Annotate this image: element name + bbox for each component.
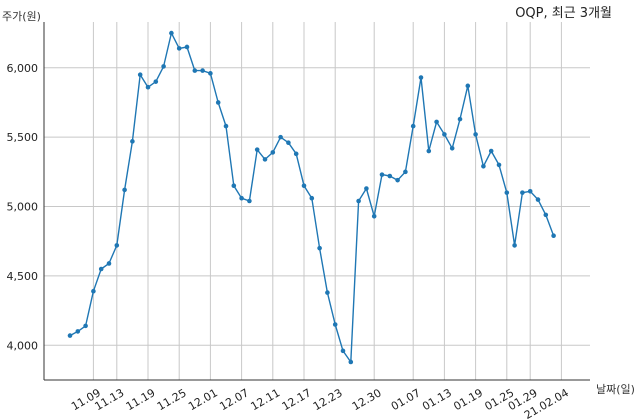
data-point (512, 243, 517, 248)
y-tick-labels: 4,000 4,500 5,000 5,500 6,000 (7, 62, 39, 353)
data-point (442, 132, 447, 137)
x-tick-label: 12.23 (311, 386, 345, 413)
data-point (215, 100, 221, 105)
data-point (286, 140, 291, 146)
data-point (122, 187, 127, 193)
data-point (200, 68, 205, 73)
x-tick-labels: 11.0911.1311.1911.2512.0112.0712.1112.17… (69, 386, 571, 419)
x-tick-label: 11.25 (155, 386, 189, 413)
y-tick-label: 6,000 (7, 62, 39, 75)
x-tick-label: 01.13 (420, 386, 454, 413)
data-point (395, 177, 400, 183)
data-point (114, 243, 120, 248)
y-tick-label: 4,500 (7, 270, 39, 283)
data-point (434, 119, 439, 125)
data-point (75, 329, 81, 334)
gridlines (44, 22, 590, 380)
data-point (231, 183, 237, 189)
data-point (270, 150, 276, 155)
data-point (106, 261, 112, 266)
data-point (208, 71, 213, 76)
chart-title: OQP, 최근 3개월 (515, 6, 612, 21)
data-point (278, 134, 283, 140)
data-point (496, 162, 502, 168)
data-point (543, 212, 549, 218)
x-tick-label: 12.11 (249, 386, 283, 413)
data-point (137, 72, 143, 78)
data-point (504, 190, 510, 195)
data-point (153, 79, 159, 84)
data-point (364, 186, 369, 191)
data-point (379, 172, 385, 177)
data-point (488, 148, 494, 154)
data-point (465, 83, 471, 89)
data-point (481, 164, 486, 169)
series-line (67, 30, 556, 365)
data-point (169, 30, 174, 36)
y-tick-label: 5,500 (7, 131, 39, 144)
data-point (317, 245, 322, 251)
data-point (332, 322, 338, 327)
data-point (418, 75, 424, 80)
data-point (535, 197, 541, 202)
data-point (301, 183, 307, 189)
data-point (67, 333, 73, 338)
data-point (176, 46, 182, 51)
x-tick-label: 11.19 (124, 386, 158, 413)
y-tick-label: 4,000 (7, 339, 39, 352)
x-tick-label: 12.17 (280, 386, 314, 413)
data-point (371, 213, 377, 219)
data-point (130, 139, 135, 144)
data-point (340, 348, 346, 354)
data-point (426, 148, 432, 154)
data-point (309, 195, 315, 201)
data-point (551, 233, 556, 238)
data-point (457, 116, 463, 122)
data-point (247, 198, 252, 204)
data-point (192, 68, 198, 73)
x-tick-label: 01.07 (389, 386, 423, 413)
data-point (410, 123, 416, 129)
data-point (91, 288, 96, 294)
y-axis-title: 주가(원) (2, 10, 41, 23)
data-point (145, 84, 151, 90)
data-point (473, 132, 478, 137)
data-point (527, 188, 533, 194)
data-point (161, 64, 166, 69)
data-point (325, 290, 330, 295)
axes (43, 22, 590, 381)
data-point (184, 44, 190, 50)
data-point (262, 157, 268, 162)
data-point (403, 169, 408, 175)
data-point (98, 266, 104, 272)
data-point (356, 198, 361, 204)
x-axis-title: 날짜(일) (596, 382, 635, 396)
data-point (254, 147, 260, 152)
data-point (223, 123, 229, 129)
x-tick-label: 12.07 (217, 386, 251, 413)
y-tick-label: 5,000 (7, 201, 39, 214)
data-point (293, 151, 299, 157)
data-point (83, 323, 88, 329)
data-point (348, 359, 354, 365)
data-point (239, 195, 244, 201)
data-point (520, 190, 525, 195)
x-tick-label: 01.19 (451, 386, 485, 413)
x-tick-label: 12.01 (186, 386, 220, 413)
data-point (449, 145, 455, 151)
x-tick-label: 12.30 (350, 386, 384, 413)
data-point (387, 173, 393, 179)
